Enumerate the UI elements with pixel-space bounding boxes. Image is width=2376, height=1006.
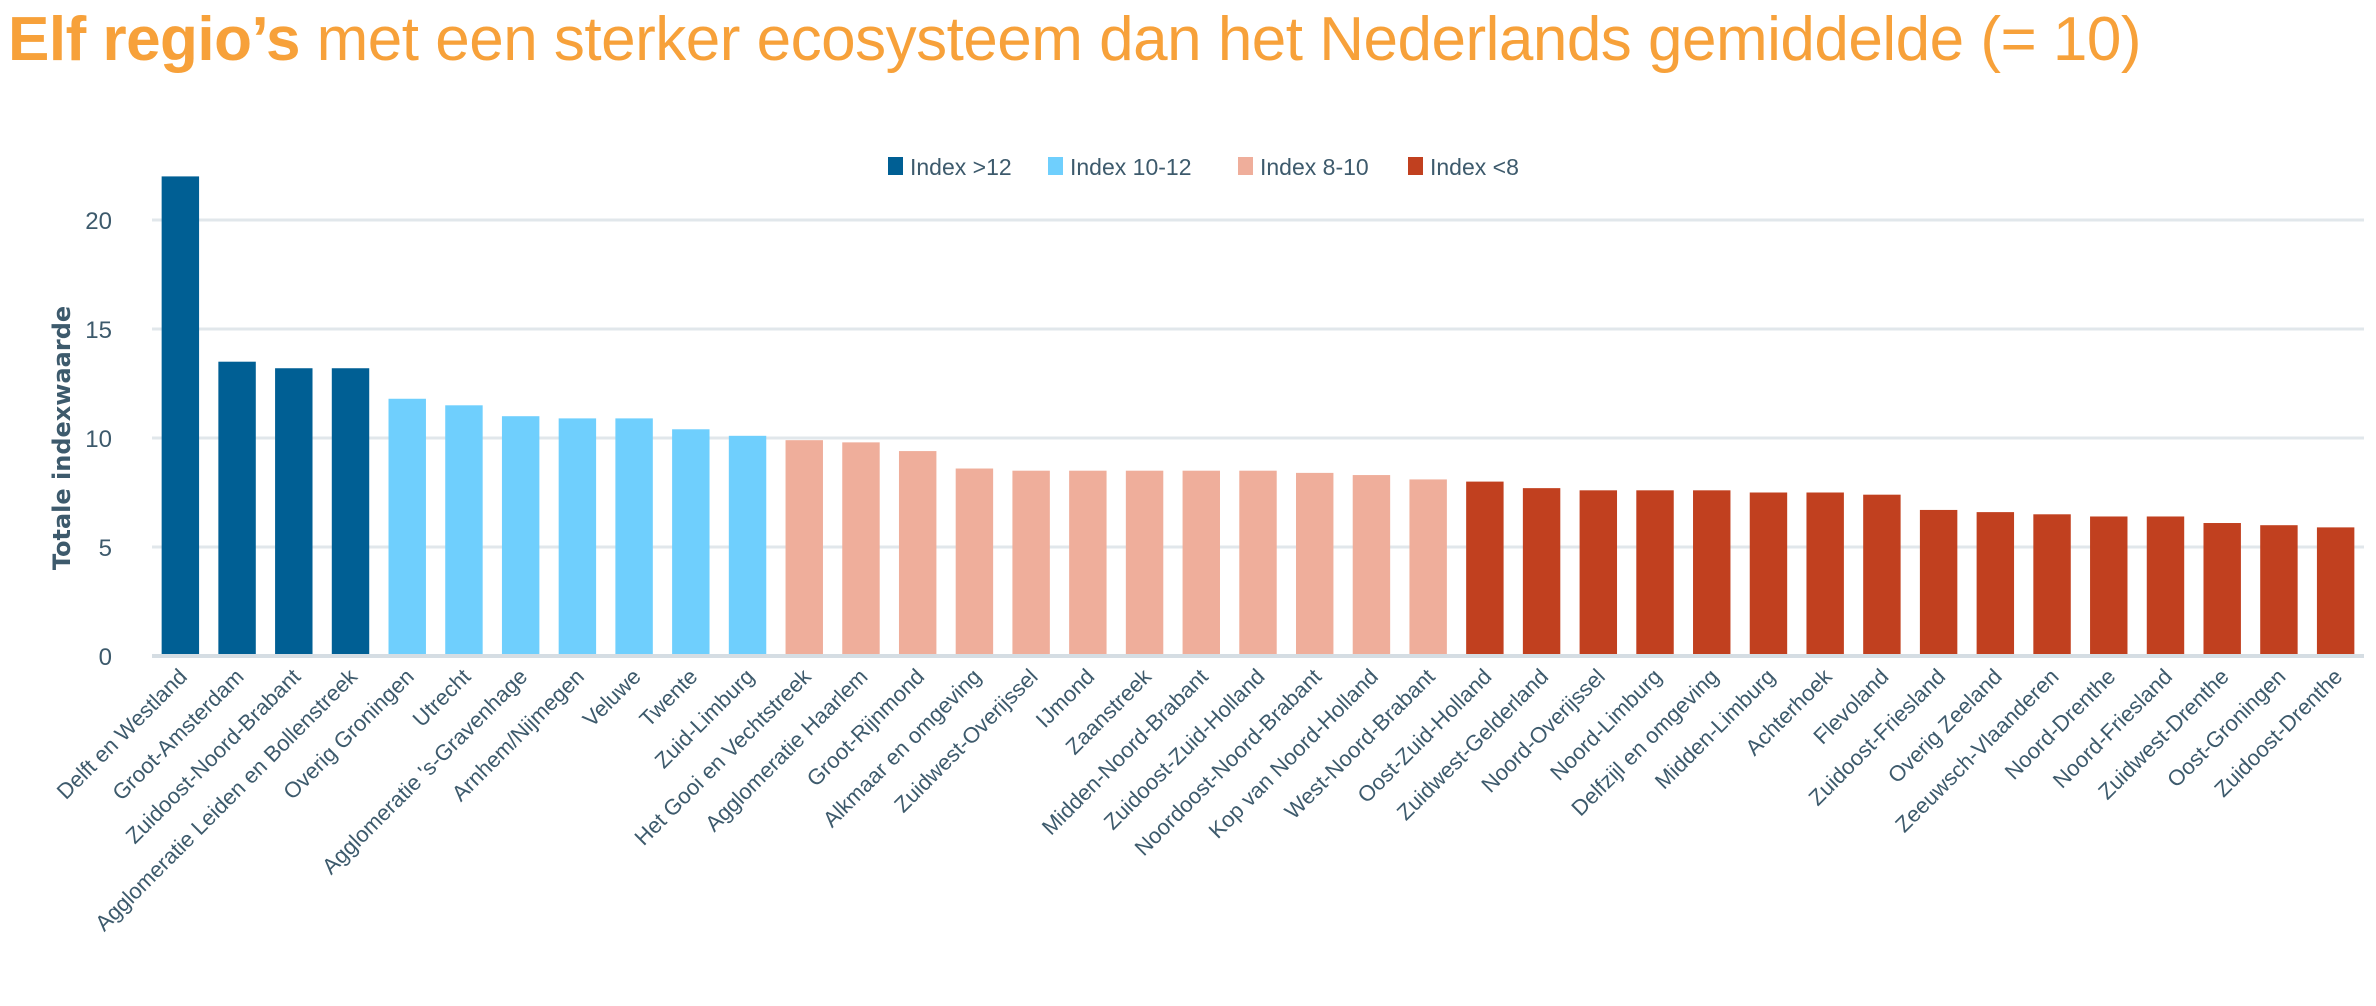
bar: [1919, 509, 1958, 654]
bar: [785, 440, 823, 654]
bar: [1182, 470, 1220, 654]
bar: [1239, 470, 1277, 654]
bar: [1069, 470, 1107, 654]
bar: [1522, 488, 1561, 654]
bar: [1806, 492, 1844, 654]
bar: [2316, 527, 2355, 654]
bar: [2146, 516, 2185, 654]
y-tick-label: 10: [85, 426, 112, 453]
bar: [275, 368, 313, 654]
bar: [2203, 523, 2241, 654]
bar: [558, 418, 597, 654]
bar: [2033, 514, 2071, 654]
bar: [672, 429, 710, 654]
bar: [1579, 490, 1618, 654]
y-axis-title: Totale indexwaarde: [48, 306, 76, 570]
legend-swatch: [1238, 157, 1253, 175]
y-tick-label: 0: [99, 644, 112, 671]
y-tick-label: 15: [85, 317, 112, 344]
legend-label: Index 10-12: [1070, 154, 1191, 180]
bar: [445, 405, 483, 654]
bar: [1863, 494, 1901, 654]
legend-label: Index 8-10: [1260, 154, 1369, 180]
legend-label: Index <8: [1430, 154, 1519, 180]
bar: [1012, 470, 1050, 654]
bar: [2090, 516, 2128, 654]
bar: [1352, 475, 1391, 654]
y-tick-label: 5: [99, 535, 112, 562]
bar: [1693, 490, 1731, 654]
bar: [2260, 525, 2298, 654]
bar: [1976, 512, 2015, 654]
legend-swatch: [1048, 157, 1063, 175]
bar: [218, 361, 256, 654]
bar: [842, 442, 880, 654]
bar: [898, 451, 937, 654]
bar: [388, 398, 426, 654]
bar: [1125, 470, 1164, 654]
bar: [1749, 492, 1788, 654]
bar: [1296, 472, 1334, 654]
bar: [955, 468, 994, 654]
bar: [1409, 479, 1447, 654]
legend-label: Index >12: [910, 154, 1012, 180]
bar: [161, 176, 200, 654]
bar: [331, 368, 370, 654]
x-tick-label: Agglomeratie Leiden en Bollenstreek: [90, 663, 363, 936]
legend-swatch: [1408, 157, 1423, 175]
bar: [501, 416, 540, 654]
y-tick-label: 20: [85, 208, 112, 235]
bar: [1636, 490, 1674, 654]
bar: [728, 435, 767, 654]
x-tick-label: Veluwe: [578, 664, 646, 732]
chart-title: Elf regio’s met een sterker ecosysteem d…: [8, 4, 2142, 75]
legend-swatch: [888, 157, 903, 175]
chart-title-bold: Elf regio’s: [8, 5, 300, 74]
bar: [615, 418, 653, 654]
chart-title-rest: met een sterker ecosysteem dan het Neder…: [299, 5, 2142, 74]
bar: [1466, 481, 1504, 654]
